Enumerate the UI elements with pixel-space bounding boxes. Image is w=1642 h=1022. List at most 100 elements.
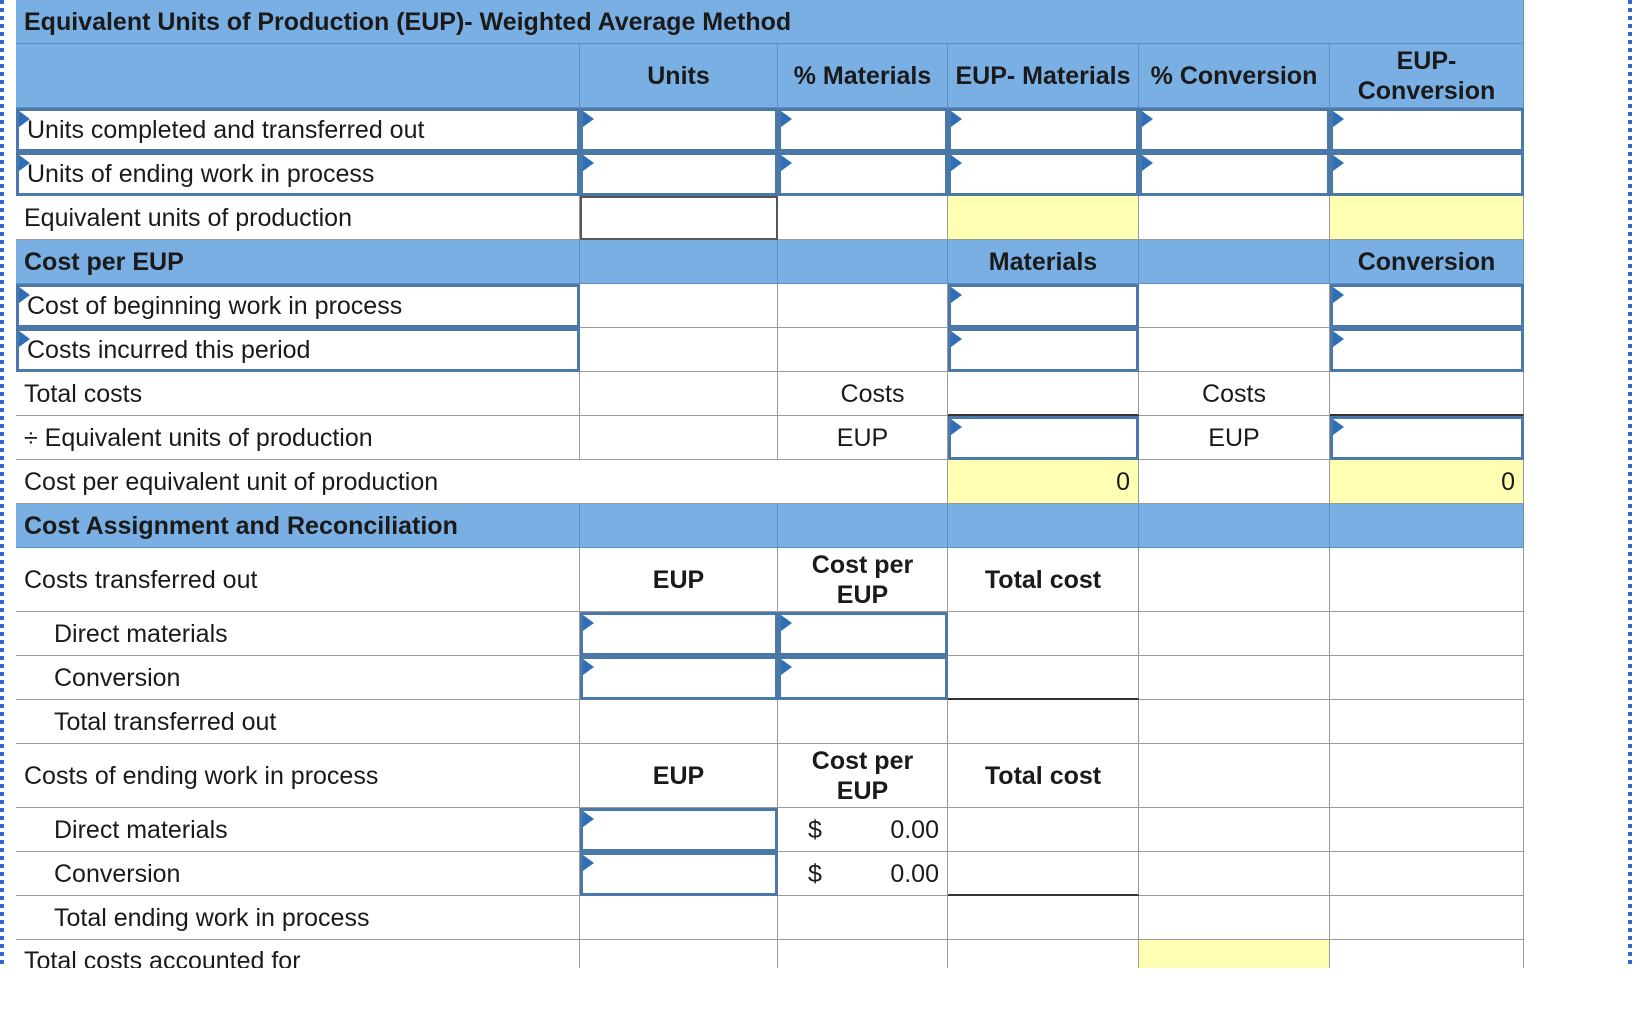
ending-pct-conversion-input[interactable] bbox=[1139, 152, 1330, 196]
units-ending-wip-input[interactable] bbox=[580, 152, 778, 196]
blank-cell bbox=[580, 700, 778, 744]
label-total-transferred-out: Total transferred out bbox=[16, 700, 580, 744]
blank-cell bbox=[1139, 612, 1330, 656]
left-dotted-border bbox=[0, 0, 4, 1022]
header-blank bbox=[948, 504, 1139, 548]
units-completed-input[interactable] bbox=[580, 108, 778, 152]
beginning-wip-conversion-input[interactable] bbox=[1330, 284, 1524, 328]
label-costs-transferred-out: Costs transferred out bbox=[16, 548, 580, 612]
label-costs-ending-wip: Costs of ending work in process bbox=[16, 744, 580, 808]
blank-cell bbox=[1139, 284, 1330, 328]
blank-cell bbox=[778, 700, 948, 744]
blank-cell bbox=[1330, 548, 1524, 612]
transferred-dm-cost-input[interactable] bbox=[778, 612, 948, 656]
beginning-wip-materials-input[interactable] bbox=[948, 284, 1139, 328]
header-blank bbox=[1330, 504, 1524, 548]
label-divide-eup: ÷ Equivalent units of production bbox=[16, 416, 580, 460]
blank-cell bbox=[1139, 744, 1330, 808]
header-blank bbox=[1139, 504, 1330, 548]
blank-cell bbox=[580, 284, 778, 328]
total-ending-wip-cell bbox=[948, 896, 1139, 940]
blank-cell bbox=[778, 196, 948, 240]
completed-pct-materials-input[interactable] bbox=[778, 108, 948, 152]
transferred-conv-eup-input[interactable] bbox=[580, 656, 778, 700]
total-eup-conversion-cell bbox=[1330, 196, 1524, 240]
transferred-conv-cost-input[interactable] bbox=[778, 656, 948, 700]
right-dotted-border bbox=[1628, 0, 1632, 1022]
header-blank bbox=[580, 504, 778, 548]
ending-dm-eup-input[interactable] bbox=[580, 808, 778, 852]
label-total-eup: Equivalent units of production bbox=[16, 196, 580, 240]
blank-cell bbox=[1139, 548, 1330, 612]
total-transferred-cell bbox=[948, 700, 1139, 744]
costs-label-materials: Costs bbox=[778, 372, 948, 416]
ending-total-cost-header: Total cost bbox=[948, 744, 1139, 808]
total-costs-materials-cell bbox=[948, 372, 1139, 416]
blank-cell bbox=[1330, 700, 1524, 744]
label-beginning-wip-cost[interactable]: Cost of beginning work in process bbox=[16, 284, 580, 328]
blank-cell bbox=[1139, 656, 1330, 700]
page-bottom-margin bbox=[0, 968, 1642, 1022]
ending-eup-conversion-input[interactable] bbox=[1330, 152, 1524, 196]
header-blank bbox=[1139, 240, 1330, 284]
ending-pct-materials-input[interactable] bbox=[778, 152, 948, 196]
header-conversion: Conversion bbox=[1330, 240, 1524, 284]
label-ending-direct-materials: Direct materials bbox=[16, 808, 580, 852]
cost-per-eup-conversion-value: 0 bbox=[1330, 460, 1524, 504]
ending-eup-materials-input[interactable] bbox=[948, 152, 1139, 196]
blank-cell bbox=[1330, 656, 1524, 700]
transferred-dm-total-cell bbox=[948, 612, 1139, 656]
total-costs-conversion-cell bbox=[1330, 372, 1524, 416]
blank-cell bbox=[778, 284, 948, 328]
label-total-ending-wip: Total ending work in process bbox=[16, 896, 580, 940]
completed-eup-materials-input[interactable] bbox=[948, 108, 1139, 152]
label-units-completed[interactable]: Units completed and transferred out bbox=[16, 108, 580, 152]
blank-cell bbox=[1139, 852, 1330, 896]
label-ending-conversion: Conversion bbox=[16, 852, 580, 896]
transferred-total-cost-header: Total cost bbox=[948, 548, 1139, 612]
header-pct-materials: % Materials bbox=[778, 44, 948, 108]
blank-cell bbox=[1139, 460, 1330, 504]
total-units-cell bbox=[580, 196, 778, 240]
blank-cell bbox=[580, 372, 778, 416]
ending-conv-cost-value: 0.00 bbox=[890, 859, 939, 888]
blank-cell bbox=[778, 328, 948, 372]
section-cost-assignment: Cost Assignment and Reconciliation bbox=[16, 504, 580, 548]
ending-conv-total-cell bbox=[948, 852, 1139, 896]
ending-conv-eup-input[interactable] bbox=[580, 852, 778, 896]
header-eup-materials: EUP- Materials bbox=[948, 44, 1139, 108]
header-blank bbox=[778, 504, 948, 548]
blank-cell bbox=[580, 896, 778, 940]
eup-label-conversion: EUP bbox=[1139, 416, 1330, 460]
header-units: Units bbox=[580, 44, 778, 108]
blank-cell bbox=[1330, 852, 1524, 896]
ending-cost-per-eup-header: Cost per EUP bbox=[778, 744, 948, 808]
worksheet-title: Equivalent Units of Production (EUP)- We… bbox=[16, 0, 1524, 44]
blank-cell bbox=[1139, 700, 1330, 744]
header-blank bbox=[16, 44, 580, 108]
transferred-dm-eup-input[interactable] bbox=[580, 612, 778, 656]
incurred-materials-input[interactable] bbox=[948, 328, 1139, 372]
header-materials: Materials bbox=[948, 240, 1139, 284]
label-costs-incurred[interactable]: Costs incurred this period bbox=[16, 328, 580, 372]
blank-cell bbox=[1330, 612, 1524, 656]
transferred-cost-per-eup-header: Cost per EUP bbox=[778, 548, 948, 612]
ending-dm-total-cell bbox=[948, 808, 1139, 852]
completed-eup-conversion-input[interactable] bbox=[1330, 108, 1524, 152]
label-transferred-direct-materials: Direct materials bbox=[16, 612, 580, 656]
label-units-ending-wip[interactable]: Units of ending work in process bbox=[16, 152, 580, 196]
blank-cell bbox=[580, 328, 778, 372]
incurred-conversion-input[interactable] bbox=[1330, 328, 1524, 372]
section-cost-per-eup: Cost per EUP bbox=[16, 240, 580, 284]
divide-eup-materials-input[interactable] bbox=[948, 416, 1139, 460]
blank-cell bbox=[1330, 808, 1524, 852]
blank-cell bbox=[778, 896, 948, 940]
divide-eup-conversion-input[interactable] bbox=[1330, 416, 1524, 460]
eup-label-materials: EUP bbox=[778, 416, 948, 460]
blank-cell bbox=[580, 416, 778, 460]
cost-per-eup-materials-value: 0 bbox=[948, 460, 1139, 504]
completed-pct-conversion-input[interactable] bbox=[1139, 108, 1330, 152]
header-blank bbox=[778, 240, 948, 284]
transferred-conv-total-cell bbox=[948, 656, 1139, 700]
